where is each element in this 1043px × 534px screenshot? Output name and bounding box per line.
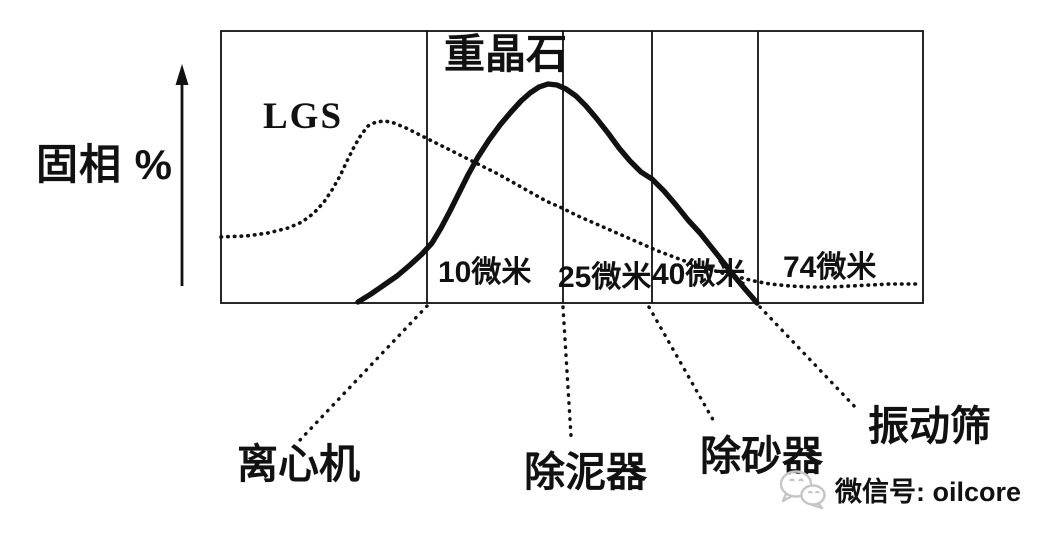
equipment-leader-line-1 bbox=[298, 304, 429, 442]
watermark: 微信号: oilcore bbox=[778, 468, 1021, 517]
lgs-curve bbox=[219, 119, 923, 289]
equipment-label-desander: 除砂器 bbox=[700, 433, 823, 479]
y-axis-arrow-head bbox=[175, 64, 189, 85]
equipment-label-centrifuge: 离心机 bbox=[237, 441, 360, 487]
watermark-text: 微信号: oilcore bbox=[835, 477, 1022, 507]
equipment-label-shale-shaker: 振动筛 bbox=[868, 403, 991, 449]
wechat-icon bbox=[778, 468, 828, 517]
boundary-label-40-micron: 40微米 bbox=[652, 258, 746, 291]
boundary-label-10-micron: 10微米 bbox=[438, 256, 532, 289]
y-axis-label: 固相 % bbox=[36, 141, 174, 188]
barite-curve bbox=[355, 81, 760, 306]
boundary-label-25-micron: 25微米 bbox=[558, 261, 652, 294]
boundary-label-74-micron: 74微米 bbox=[783, 251, 877, 284]
equipment-leader-line-4 bbox=[758, 305, 858, 410]
lgs-curve-label: LGS bbox=[263, 96, 344, 137]
barite-curve-label: 重晶石 bbox=[444, 31, 567, 77]
equipment-label-desilter: 除泥器 bbox=[524, 449, 647, 495]
equipment-leader-line-2 bbox=[561, 305, 573, 438]
plot-border bbox=[220, 30, 924, 304]
equipment-leader-line-3 bbox=[647, 305, 718, 427]
